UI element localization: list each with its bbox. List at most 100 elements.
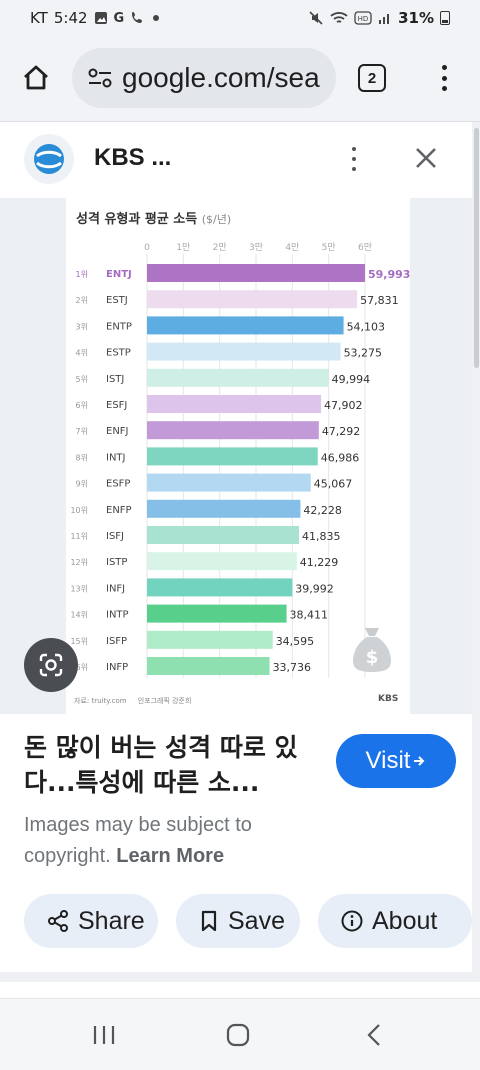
bookmark-icon xyxy=(201,910,217,932)
source-name[interactable]: KBS ... xyxy=(94,144,172,171)
value-label: 42,228 xyxy=(303,504,342,517)
x-tick-label: 6만 xyxy=(358,242,372,253)
rank-label: 4위 xyxy=(76,349,88,358)
bar xyxy=(147,316,344,335)
svg-text:HD: HD xyxy=(358,15,369,23)
carrier-label: KT xyxy=(30,9,48,27)
value-label: 46,986 xyxy=(321,451,360,464)
bar xyxy=(147,473,311,492)
menu-dot xyxy=(441,65,447,70)
chart-brand: KBS xyxy=(378,694,398,704)
value-label: 45,067 xyxy=(314,478,353,491)
recent-apps-button[interactable] xyxy=(90,1021,118,1049)
mute-icon xyxy=(309,11,323,25)
x-tick-label: 2만 xyxy=(213,242,227,253)
chart-title-unit: ($/년) xyxy=(201,213,232,226)
kbs-logo-icon xyxy=(34,144,64,174)
google-icon: G xyxy=(113,10,125,26)
chart-credit: 인포그래픽 강준희 xyxy=(137,697,192,705)
type-label: ISTJ xyxy=(106,374,124,385)
value-label: 53,275 xyxy=(344,347,383,360)
bar xyxy=(147,342,341,361)
x-tick-label: 3만 xyxy=(249,242,263,253)
bar-chart: 0 1만 2만 3만 4만 5만 6만 1위 ENTJ 59,993 2위 ESTJ 57,831 3위 E… xyxy=(70,242,410,678)
share-label: Share xyxy=(78,906,145,935)
rank-label: 8위 xyxy=(76,453,88,462)
learn-more-link[interactable]: Learn More xyxy=(116,845,225,867)
browser-menu-button[interactable] xyxy=(430,62,458,94)
call-icon xyxy=(132,12,143,23)
value-label: 41,835 xyxy=(302,530,341,543)
browser-toolbar: google.com/sea 2 xyxy=(0,36,480,122)
bar xyxy=(147,447,318,466)
x-tick-label: 4만 xyxy=(285,242,299,253)
menu-dot xyxy=(441,86,447,91)
source-more-button[interactable] xyxy=(348,144,360,174)
home-nav-button[interactable] xyxy=(224,1021,252,1049)
info-icon xyxy=(341,910,363,932)
tab-switcher-button[interactable]: 2 xyxy=(358,64,386,92)
visit-button[interactable]: Visit xyxy=(336,734,456,788)
hd-icon: HD xyxy=(354,11,372,25)
rank-label: 13위 xyxy=(70,584,88,593)
money-bag-icon: $ xyxy=(353,628,391,672)
more-dot xyxy=(352,157,356,161)
wifi-icon xyxy=(330,12,348,23)
rank-label: 9위 xyxy=(76,480,88,489)
share-button[interactable]: Share xyxy=(24,894,158,948)
chart-image: 성격 유형과 평균 소득 ($/년) 0 1만 2만 3만 4만 5만 6만 1위 ENTJ 59… xyxy=(66,198,410,714)
type-label: INFJ xyxy=(106,583,125,594)
copyright-notice: Images may be subject to copyright. Lear… xyxy=(24,810,324,872)
rank-label: 3위 xyxy=(76,322,88,331)
value-label: 33,736 xyxy=(273,661,312,674)
scrollbar[interactable] xyxy=(474,128,479,368)
bar xyxy=(147,657,270,675)
back-button[interactable] xyxy=(360,1021,388,1049)
home-circle-icon xyxy=(226,1023,250,1047)
save-label: Save xyxy=(228,906,285,935)
notification-dot-icon xyxy=(153,15,160,21)
value-label: 49,994 xyxy=(332,373,371,386)
status-right: HD 31% xyxy=(308,9,450,27)
save-button[interactable]: Save xyxy=(176,894,300,948)
bar xyxy=(147,421,319,440)
recent-apps-icon xyxy=(93,1026,115,1044)
chart-footer: 자료: truity.com 인포그래픽 강준희 xyxy=(74,696,191,706)
value-label: 54,103 xyxy=(347,320,386,333)
type-label: ENFJ xyxy=(106,426,129,437)
menu-dot xyxy=(441,75,447,81)
chart-title: 성격 유형과 평균 소득 ($/년) xyxy=(76,208,231,227)
type-label: ESTJ xyxy=(106,295,128,306)
source-logo[interactable] xyxy=(24,134,74,184)
rank-label: 2위 xyxy=(76,296,88,305)
close-icon[interactable] xyxy=(412,144,440,172)
address-bar[interactable]: google.com/sea xyxy=(72,48,336,108)
result-title[interactable]: 돈 많이 버는 성격 따로 있다...특성에 따른 소... xyxy=(24,733,298,797)
type-label: ENTP xyxy=(106,321,132,332)
about-label: About xyxy=(372,906,438,935)
chart-title-text: 성격 유형과 평균 소득 xyxy=(76,212,198,227)
bar xyxy=(147,526,300,544)
more-dot xyxy=(352,167,356,171)
about-button[interactable]: About xyxy=(318,894,472,948)
type-label: ISFJ xyxy=(106,531,124,542)
x-tick-label: 5만 xyxy=(322,242,336,253)
google-lens-button[interactable] xyxy=(24,638,78,692)
site-settings-icon[interactable] xyxy=(86,64,114,92)
battery-percent: 31% xyxy=(398,9,434,27)
bar xyxy=(147,290,358,309)
type-label: INTJ xyxy=(106,452,126,463)
bar xyxy=(147,604,287,623)
rank-label: 15위 xyxy=(70,637,88,646)
type-label: ISFP xyxy=(106,636,127,647)
home-icon xyxy=(24,65,48,90)
image-preview[interactable]: 성격 유형과 평균 소득 ($/년) 0 1만 2만 3만 4만 5만 6만 1위 ENTJ 59… xyxy=(0,198,472,714)
signal-icon xyxy=(379,14,390,24)
type-label: ESFP xyxy=(106,479,130,490)
status-bar: KT 5:42 G HD 31% xyxy=(0,0,480,36)
home-button[interactable] xyxy=(18,60,54,96)
rank-label: 11위 xyxy=(70,532,88,541)
visit-label: Visit xyxy=(365,747,411,774)
lens-icon xyxy=(39,653,63,677)
